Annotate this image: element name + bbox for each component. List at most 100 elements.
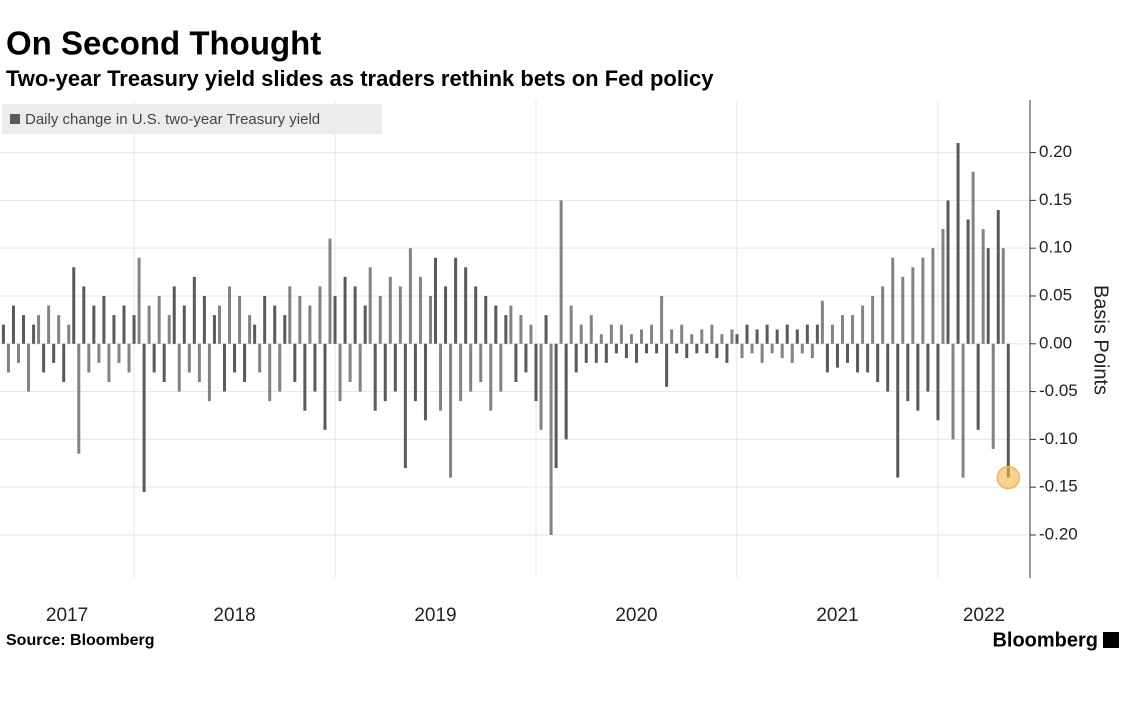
bar (846, 343, 850, 363)
bar (725, 343, 729, 363)
bar (559, 200, 563, 344)
bar (835, 343, 839, 368)
bar (825, 343, 829, 373)
bar (142, 343, 146, 492)
bar (22, 315, 26, 344)
bar (961, 343, 965, 478)
bar (248, 315, 252, 344)
bar (383, 343, 387, 402)
x-tick-label: 2020 (615, 605, 657, 626)
bar (258, 343, 262, 373)
source: Source: Bloomberg (6, 632, 154, 649)
bar (795, 329, 799, 344)
bar (1006, 343, 1010, 478)
bar (253, 324, 257, 344)
bar (207, 343, 211, 402)
bar (579, 324, 583, 344)
bar (494, 305, 498, 344)
bar (765, 324, 769, 344)
bar (921, 257, 925, 344)
bar (896, 343, 900, 478)
bar (32, 324, 36, 344)
bar (439, 343, 443, 411)
bar (489, 343, 493, 411)
bar (941, 229, 945, 344)
bar (338, 343, 342, 402)
bar (750, 343, 754, 354)
bar (222, 343, 226, 392)
y-tick-label: 0.05 (1039, 285, 1072, 304)
y-tick-label: 0.00 (1039, 333, 1072, 352)
bar (645, 343, 649, 354)
y-tick-label: -0.10 (1039, 429, 1078, 448)
bar (127, 343, 131, 373)
bar (946, 200, 950, 344)
bar (981, 229, 985, 344)
bar (790, 343, 794, 363)
bar (881, 286, 885, 344)
bar (398, 286, 402, 344)
bar (328, 238, 332, 344)
bar (675, 343, 679, 354)
x-tick-label: 2022 (963, 605, 1005, 626)
bar (861, 305, 865, 344)
bar (132, 315, 136, 344)
bar (509, 305, 513, 344)
highlight-marker (996, 465, 1021, 490)
y-tick-label: -0.15 (1039, 477, 1078, 496)
bar (192, 276, 196, 344)
bar (740, 343, 744, 359)
bar (549, 343, 553, 535)
bar (640, 329, 644, 344)
bar (147, 305, 151, 344)
bar (655, 343, 659, 354)
bar (775, 329, 779, 344)
bar (700, 329, 704, 344)
bar (52, 343, 56, 363)
legend-swatch (10, 114, 20, 124)
bar (72, 267, 76, 344)
bar (298, 295, 302, 344)
bar (233, 343, 237, 373)
bar (629, 334, 633, 344)
bar (1, 324, 5, 344)
bar (137, 257, 141, 344)
bar (660, 295, 664, 344)
x-tick-label: 2017 (46, 605, 88, 626)
bar (212, 315, 216, 344)
bar (157, 295, 161, 344)
bar (308, 305, 312, 344)
bar (624, 343, 628, 359)
bar (680, 324, 684, 344)
bar (434, 257, 438, 344)
bar (504, 315, 508, 344)
bar (524, 343, 528, 373)
bar (177, 343, 181, 392)
bar (856, 343, 860, 373)
bar (313, 343, 317, 392)
bar (413, 343, 417, 402)
bar (810, 343, 814, 359)
bar (609, 324, 613, 344)
bar (82, 286, 86, 344)
bar (469, 343, 473, 392)
chart-subtitle: Two-year Treasury yield slides as trader… (6, 66, 714, 91)
bar (695, 343, 699, 354)
bar (418, 276, 422, 344)
bar (92, 305, 96, 344)
bar (986, 248, 990, 344)
bar (931, 248, 935, 344)
x-tick-label: 2021 (816, 605, 858, 626)
bar (288, 286, 292, 344)
x-tick-label: 2019 (414, 605, 456, 626)
bar (77, 343, 81, 454)
bar (614, 343, 618, 354)
bar (6, 343, 10, 373)
bar (650, 324, 654, 344)
bar (760, 343, 764, 363)
bar (619, 324, 623, 344)
bar (599, 334, 603, 344)
bar (102, 295, 106, 344)
bar (268, 343, 272, 402)
bar (594, 343, 598, 363)
